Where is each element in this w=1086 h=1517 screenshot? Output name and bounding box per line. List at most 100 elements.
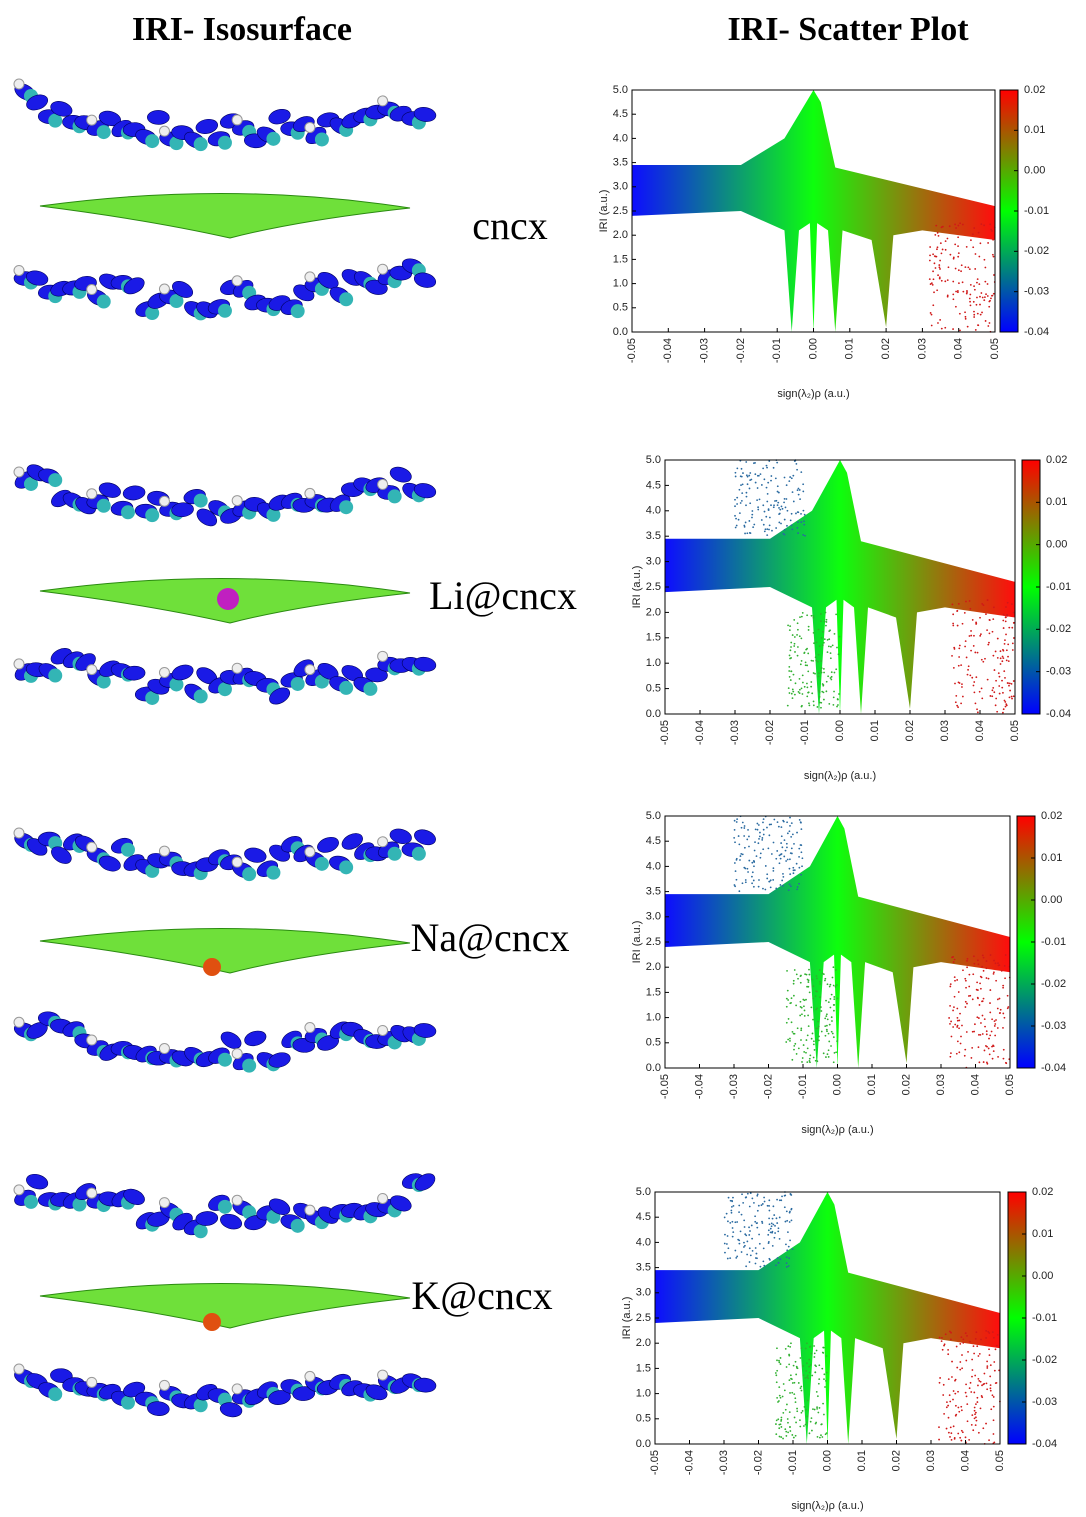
scatter-speck <box>954 980 956 982</box>
scatter-speck <box>813 615 815 617</box>
scatter-speck <box>816 978 818 980</box>
scatter-speck <box>974 1375 976 1377</box>
scatter-speck <box>751 876 753 878</box>
scatter-speck <box>779 862 781 864</box>
scatter-speck <box>821 1436 823 1438</box>
scatter-speck <box>746 496 748 498</box>
scatter-speck <box>806 1422 808 1424</box>
atom-h <box>232 857 242 867</box>
scatter-speck <box>800 874 802 876</box>
scatter-speck <box>785 507 787 509</box>
scatter-speck <box>756 855 758 857</box>
colorbar-tick-label: 0.02 <box>1032 1186 1053 1198</box>
scatter-speck <box>804 686 806 688</box>
scatter-speck <box>799 616 801 618</box>
scatter-speck <box>951 1361 953 1363</box>
scatter-speck <box>932 270 934 272</box>
scatter-speck <box>763 1248 765 1250</box>
scatter-speck <box>953 961 955 963</box>
scatter-speck <box>823 672 825 674</box>
scatter-speck <box>786 1262 788 1264</box>
y-tick-label: 3.5 <box>636 1262 651 1274</box>
scatter-speck <box>958 1051 960 1053</box>
scatter-speck <box>975 1424 977 1426</box>
scatter-speck <box>806 986 808 988</box>
scatter-speck <box>969 294 971 296</box>
scatter-speck <box>811 1417 813 1419</box>
scatter-speck <box>758 1234 760 1236</box>
scatter-speck <box>989 1376 991 1378</box>
scatter-speck <box>941 280 943 282</box>
scatter-speck <box>804 999 806 1001</box>
scatter-speck <box>792 1031 794 1033</box>
scatter-speck <box>791 1378 793 1380</box>
scatter-speck <box>973 314 975 316</box>
scatter-speck <box>735 527 737 529</box>
scatter-speck <box>764 889 766 891</box>
scatter-speck <box>749 488 751 490</box>
scatter-speck <box>982 1033 984 1035</box>
scatter-speck <box>746 492 748 494</box>
scatter-speck <box>770 475 772 477</box>
scatter-speck <box>835 613 837 615</box>
atom-h <box>232 496 242 506</box>
scatter-speck <box>807 653 809 655</box>
scatter-speck <box>751 517 753 519</box>
scatter-speck <box>795 1435 797 1437</box>
scatter-speck <box>993 1045 995 1047</box>
scatter-speck <box>798 848 800 850</box>
scatter-speck <box>950 1426 952 1428</box>
scatter-speck <box>956 705 958 707</box>
scatter-speck <box>983 224 985 226</box>
scatter-speck <box>831 671 833 673</box>
scatter-speck <box>835 668 837 670</box>
scatter-speck <box>798 1382 800 1384</box>
atom-h <box>87 115 97 125</box>
scatter-speck <box>746 1241 748 1243</box>
scatter-speck <box>975 1412 977 1414</box>
scatter-speck <box>964 1049 966 1051</box>
scatter-speck <box>780 1436 782 1438</box>
scatter-speck <box>782 820 784 822</box>
scatter-speck <box>987 295 989 297</box>
scatter-speck <box>932 253 934 255</box>
scatter-speck <box>794 1043 796 1045</box>
scatter-speck <box>759 836 761 838</box>
scatter-speck <box>819 691 821 693</box>
scatter-speck <box>778 507 780 509</box>
atom-c <box>194 689 208 703</box>
scatter-speck <box>972 1369 974 1371</box>
scatter-speck <box>775 527 777 529</box>
scatter-speck <box>964 646 966 648</box>
y-tick-label: 5.0 <box>646 810 661 822</box>
scatter-speck <box>953 1390 955 1392</box>
scatter-speck <box>800 521 802 523</box>
scatter-speck <box>977 959 979 961</box>
scatter-speck <box>997 1056 999 1058</box>
scatter-speck <box>770 879 772 881</box>
scatter-speck <box>966 1395 968 1397</box>
scatter-speck <box>985 1045 987 1047</box>
scatter-speck <box>815 1028 817 1030</box>
scatter-speck <box>976 297 978 299</box>
y-tick-label: 1.5 <box>646 986 661 998</box>
scatter-speck <box>990 1387 992 1389</box>
scatter-speck <box>808 702 810 704</box>
scatter-speck <box>1007 995 1009 997</box>
scatter-speck <box>1002 657 1004 659</box>
scatter-speck <box>813 642 815 644</box>
scatter-speck <box>731 1206 733 1208</box>
scatter-speck <box>970 630 972 632</box>
scatter-speck <box>814 1049 816 1051</box>
scatter-speck <box>822 1352 824 1354</box>
scatter-speck <box>813 1345 815 1347</box>
scatter-speck <box>992 1331 994 1333</box>
scatter-speck <box>740 475 742 477</box>
y-tick-label: 1.5 <box>613 253 628 265</box>
scatter-speck <box>823 691 825 693</box>
scatter-speck <box>764 511 766 513</box>
scatter-speck <box>782 1412 784 1414</box>
scatter-speck <box>768 529 770 531</box>
scatter-speck <box>745 1196 747 1198</box>
scatter-speck <box>981 1395 983 1397</box>
